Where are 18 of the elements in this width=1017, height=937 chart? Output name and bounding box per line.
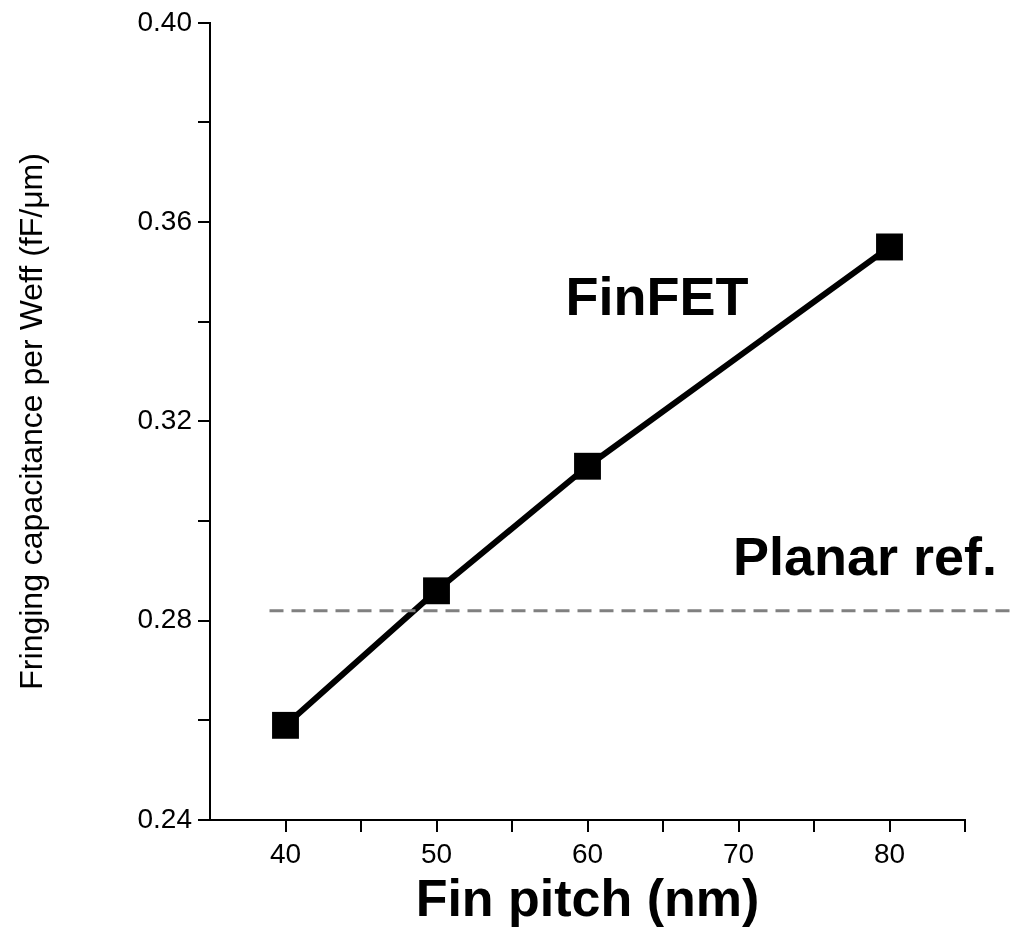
point xyxy=(876,233,903,261)
y-tick-label: 0.40 xyxy=(137,5,192,37)
y-tick-label: 0.28 xyxy=(137,603,192,635)
point xyxy=(272,711,299,739)
y-axis-title: Fringing capacitance per Weff (fF/μm) xyxy=(13,153,50,690)
series-label: FinFET xyxy=(565,265,749,326)
x-tick-label: 60 xyxy=(571,837,604,869)
point xyxy=(574,452,601,480)
y-tick-label: 0.24 xyxy=(137,802,192,834)
x-tick-label: 70 xyxy=(722,837,755,869)
x-tick-label: 50 xyxy=(420,837,453,869)
ref-line-label: Planar ref. xyxy=(732,525,997,586)
x-axis-title: Fin pitch (nm) xyxy=(415,869,760,928)
y-tick-label: 0.36 xyxy=(137,204,192,236)
y-tick-label: 0.32 xyxy=(137,404,192,436)
x-tick-label: 80 xyxy=(873,837,906,869)
point xyxy=(423,577,450,605)
x-tick-label: 40 xyxy=(269,837,302,869)
